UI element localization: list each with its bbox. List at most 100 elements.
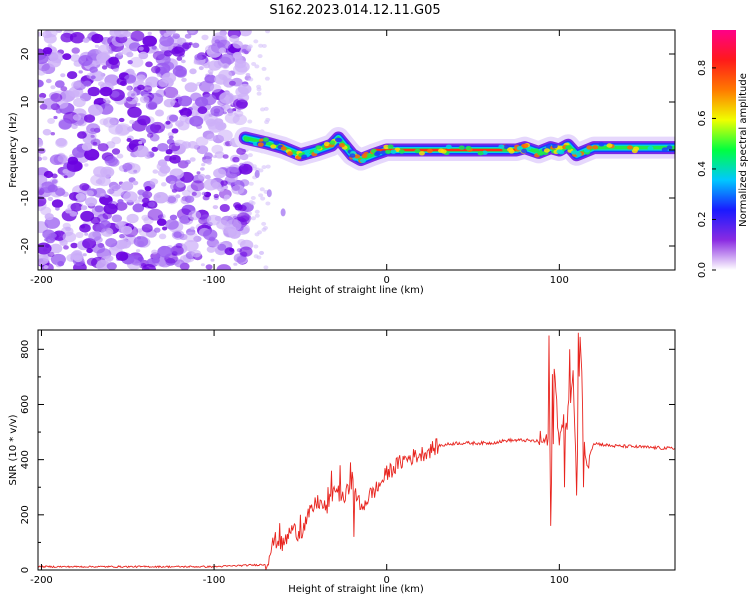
heatmap-noise-cell: [50, 132, 55, 136]
heatmap-trace-cell: [323, 141, 330, 147]
heatmap-noise-cell: [184, 231, 198, 243]
heatmap-noise-cell: [144, 186, 152, 192]
heatmap-noise-cell: [88, 104, 103, 116]
heatmap-noise-cell: [122, 162, 133, 171]
heatmap-noise-cell: [203, 152, 213, 160]
heatmap-noise-cell: [251, 216, 257, 221]
snr-x-tick-label: -100: [203, 575, 226, 586]
heatmap-noise-cell: [258, 43, 264, 48]
heatmap-noise-cell: [129, 56, 144, 68]
heatmap-noise-cell: [131, 93, 135, 97]
heatmap-noise-cell: [58, 119, 72, 130]
heatmap-noise-cell: [197, 173, 206, 180]
snr-x-axis: -200 -100 0 100: [30, 330, 569, 586]
heatmap-trace-cell: [571, 150, 577, 155]
heatmap-noise-cell: [254, 64, 260, 69]
heatmap-noise-cell: [71, 47, 80, 54]
heatmap-noise-cell: [150, 65, 161, 74]
heatmap-noise-cell: [222, 154, 229, 159]
colorbar-gradient: [712, 30, 736, 270]
heatmap-noise-cell: [147, 132, 154, 138]
heatmap-noise-cell: [45, 235, 56, 244]
heatmap-noise-cell: [78, 55, 93, 66]
heatmap-noise-cell: [117, 199, 124, 204]
heatmap-trace-cell: [647, 146, 654, 151]
colorbar-ticks: 0.0 0.2 0.4 0.6 0.8: [697, 60, 716, 278]
heatmap-trace-cell: [521, 148, 527, 154]
heatmap-noise-cell: [229, 35, 240, 43]
heatmap-noise-cell: [89, 66, 98, 74]
heatmap-signal-trace: [234, 127, 675, 217]
heatmap-noise-cell: [62, 231, 77, 243]
heatmap-noise-cell: [51, 173, 58, 179]
heatmap-noise-cell: [71, 90, 80, 97]
heatmap-noise-cell: [47, 184, 58, 193]
heatmap-noise-cell: [47, 118, 55, 124]
heatmap-noise-cell: [165, 219, 179, 230]
heatmap-noise-cell: [135, 249, 141, 253]
heatmap-noise-cell: [111, 148, 121, 155]
heatmap-noise-cell: [181, 141, 192, 149]
heatmap-trace-cell: [627, 145, 633, 150]
heatmap-noise-cell: [98, 81, 105, 87]
heatmap-noise-cell: [181, 77, 187, 82]
colorbar-tick-label: 0.2: [697, 212, 708, 228]
heatmap-noise-cell: [177, 95, 193, 107]
heatmap-noise-cell: [170, 180, 176, 185]
heatmap-trace-cell: [516, 146, 523, 151]
heatmap-noise-cell: [203, 229, 218, 241]
heatmap-y-axis: -20 -10 0 10 20: [20, 48, 675, 254]
heatmap-noise-cell: [220, 180, 228, 186]
heatmap-noise-cell: [45, 78, 52, 84]
heatmap-noise-cell: [223, 197, 228, 201]
heatmap-noise-cell: [80, 224, 86, 229]
snr-x-tick-label: -200: [30, 575, 53, 586]
snr-y-tick-label: 200: [20, 505, 31, 524]
heatmap-noise-cell: [173, 231, 182, 238]
heatmap-noise-cell: [221, 63, 230, 69]
heatmap-noise-cell: [42, 30, 52, 39]
heatmap-noise-cell: [100, 166, 115, 178]
heatmap-noise-cell: [86, 123, 101, 135]
snr-series: [38, 332, 675, 570]
heatmap-noise-cell: [142, 197, 150, 204]
heatmap-trace-cell: [365, 153, 372, 158]
snr-y-tick-label: 600: [20, 395, 31, 414]
heatmap-noise-cell: [120, 225, 133, 235]
heatmap-noise-cell: [233, 63, 248, 75]
heatmap-noise-cell: [138, 51, 149, 60]
heatmap-noise-cell: [115, 239, 128, 250]
heatmap-noise-cell: [38, 61, 50, 72]
heatmap-noise-cell: [147, 31, 152, 36]
heatmap-noise-cell: [90, 216, 101, 225]
heatmap-noise-cell: [188, 30, 196, 34]
heatmap-noise-cell: [205, 118, 217, 127]
heatmap-noise-cell: [170, 245, 184, 256]
heatmap-noise-cell: [150, 121, 165, 134]
heatmap-noise-cell: [82, 37, 90, 43]
snr-frame: [37, 329, 676, 571]
heatmap-noise-cell: [136, 102, 141, 106]
heatmap-noise-cell: [66, 71, 78, 80]
heatmap-noise-cell: [141, 223, 153, 233]
heatmap-trace-cell: [557, 145, 564, 150]
heatmap-noise-cell: [87, 86, 101, 97]
heatmap-noise-cell: [62, 53, 72, 60]
heatmap-noise-cell: [53, 115, 58, 120]
heatmap-trace-cell: [273, 140, 280, 145]
heatmap-trace-cell: [426, 148, 433, 154]
heatmap-noise-cell: [203, 178, 219, 191]
heatmap-noise-cell: [55, 207, 60, 211]
heatmap-noise-cell: [111, 214, 123, 223]
heatmap-noise-cell: [116, 153, 124, 159]
heatmap-x-tick-label: 100: [550, 275, 569, 286]
heatmap-noise-cell: [143, 85, 153, 93]
heatmap-noise-cell: [47, 44, 53, 48]
heatmap-noise-cell: [179, 115, 189, 123]
heatmap-noise-cell: [238, 163, 253, 175]
heatmap-noise-cell: [189, 115, 204, 127]
snr-y-tick-label: 0: [20, 567, 31, 573]
heatmap-noise-cell: [137, 115, 151, 126]
heatmap-noise-cell: [85, 197, 98, 207]
